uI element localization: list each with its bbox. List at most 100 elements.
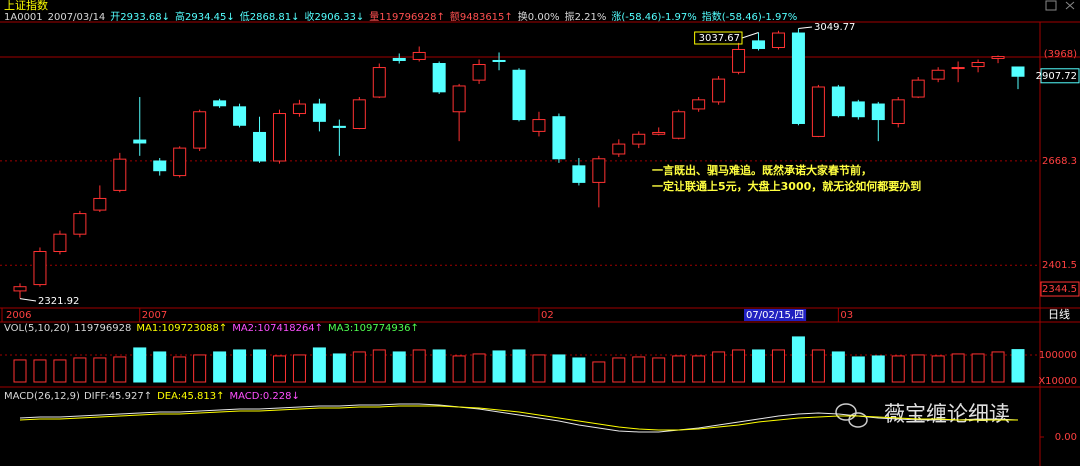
y-tick-label: 0.00: [1055, 432, 1077, 443]
candle-body: [911, 79, 925, 98]
volume-bar: [233, 349, 247, 383]
volume-bar: [432, 349, 446, 383]
volume-bar: [472, 353, 486, 383]
candle-body: [93, 197, 107, 211]
data-label: 2321.92: [38, 296, 79, 307]
legend-item: 开2933.68↓: [110, 12, 170, 23]
x-tick-label: 2007: [142, 310, 167, 321]
volume-bar: [1011, 349, 1025, 383]
candle-body: [612, 143, 626, 155]
volume-bar: [592, 361, 606, 383]
label-box: [694, 31, 743, 45]
candle-body: [712, 78, 726, 103]
x-tick-label: 03: [840, 310, 853, 321]
legend-item: 指数(-58.46)-1.97%: [702, 10, 797, 23]
legend-item: MA1:109723088↑: [136, 323, 227, 334]
candle-body: [113, 158, 127, 191]
volume-bar: [771, 349, 785, 383]
volume-bar: [572, 357, 586, 383]
candle-body: [971, 61, 985, 68]
wechat-icon: [835, 403, 868, 428]
volume-bar: [732, 349, 746, 383]
candle-body: [572, 165, 586, 183]
volume-bar: [352, 351, 366, 383]
data-label: 3037.67: [699, 33, 740, 44]
volume-bar: [113, 356, 127, 383]
volume-bar: [312, 347, 326, 383]
legend-item: MA3:109774936↑: [328, 323, 419, 334]
legend-item: 119796928: [74, 323, 131, 334]
volume-bar: [153, 351, 167, 383]
volume-bar: [512, 349, 526, 383]
volume-bar: [133, 347, 147, 383]
volume-bar: [213, 351, 227, 383]
volume-bar: [692, 355, 706, 383]
candle-body: [891, 99, 905, 124]
label-leader: [798, 26, 813, 30]
candle-body: [692, 99, 706, 110]
volume-bar: [632, 356, 646, 383]
candle-body: [592, 158, 606, 183]
candle-body: [292, 103, 306, 115]
volume-bar: [292, 354, 306, 383]
pane-title: MACD(26,12,9): [4, 391, 80, 402]
candle-body: [1011, 66, 1025, 77]
legend-item: MA2:107418264↑: [232, 323, 323, 334]
candle-body: [931, 69, 945, 80]
volume-bar: [652, 357, 666, 383]
candle-body: [412, 51, 426, 60]
candle-body: [13, 286, 27, 292]
top-label: (3968): [1044, 49, 1077, 60]
volume-bar: [53, 359, 67, 383]
legend-item: DEA:45.813↑: [157, 391, 224, 402]
volume-bar: [951, 353, 965, 383]
legend-item: 量119796928↑: [369, 11, 445, 23]
volume-bar: [851, 356, 865, 383]
candle-body: [432, 63, 446, 93]
legend-item: 高2934.45↓: [175, 10, 235, 23]
window-icon[interactable]: [1045, 0, 1057, 11]
volume-bar: [73, 357, 87, 383]
candle-body: [452, 85, 466, 113]
legend-item: 低2868.81↓: [240, 10, 300, 23]
annotation: 一定让联通上5元，大盘上3000，就无论如何都要办到: [652, 179, 921, 193]
volume-bar: [971, 353, 985, 383]
candle-body: [632, 133, 646, 145]
volume-bar: [791, 336, 805, 383]
candle-body: [213, 100, 227, 107]
volume-bar: [891, 355, 905, 383]
candle-body: [652, 131, 666, 135]
candle-body: [53, 233, 67, 253]
x-tick-label: 02: [541, 310, 554, 321]
candle-body: [372, 67, 386, 98]
candle-body: [771, 32, 785, 48]
cursor-box: [744, 309, 807, 321]
volume-bar: [991, 351, 1005, 383]
volume-bar: [612, 357, 626, 383]
price-marker: 2344.5: [1042, 284, 1077, 295]
volume-bar: [911, 354, 925, 383]
unit-label: X10000: [1038, 376, 1077, 387]
volume-bar: [672, 355, 686, 383]
volume-bar: [13, 359, 27, 383]
volume-bar: [552, 354, 566, 383]
volume-bar: [372, 349, 386, 383]
candle-body: [791, 32, 805, 124]
close-icon[interactable]: [1065, 1, 1075, 10]
legend-item: 振2.21%: [565, 10, 607, 23]
cursor-label: 07/02/15,四: [746, 310, 804, 321]
candle-body: [153, 160, 167, 172]
volume-bar: [752, 349, 766, 383]
legend-item: 1A0001: [4, 12, 43, 23]
volume-bar: [272, 355, 286, 383]
volume-bar: [173, 356, 187, 383]
volume-bar: [532, 354, 546, 383]
candle-body: [332, 125, 346, 128]
indicator-line: [19, 403, 1019, 433]
legend-item: 2007/03/14: [48, 12, 106, 23]
volume-bar: [712, 351, 726, 383]
candle-body: [193, 111, 207, 149]
price-marker-box: [1040, 68, 1080, 84]
